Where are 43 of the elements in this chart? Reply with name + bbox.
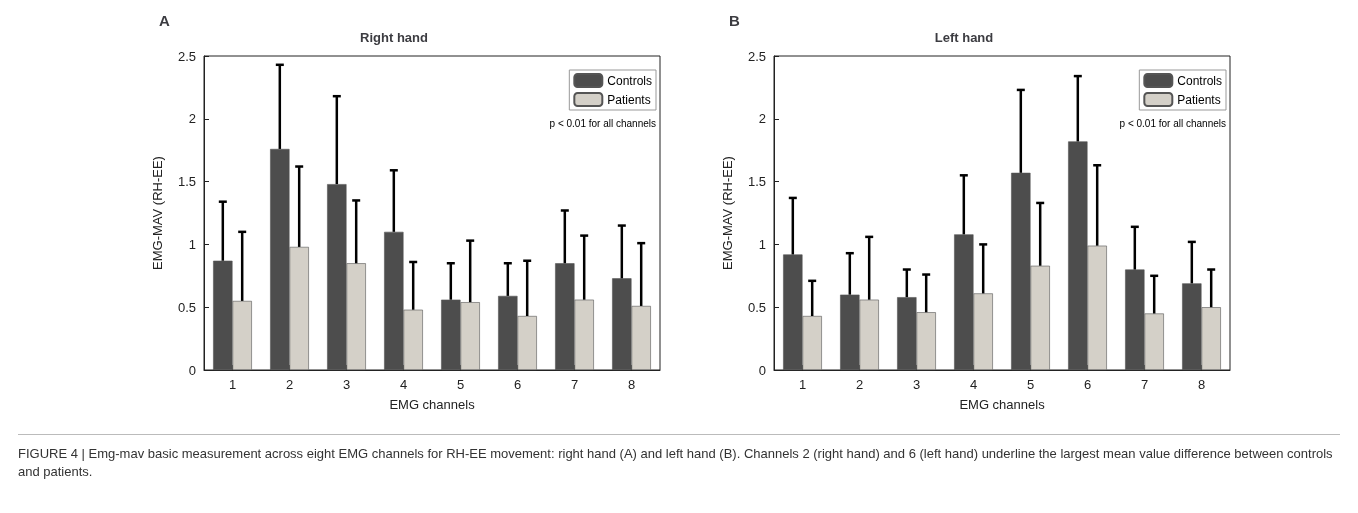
x-tick-label: 5 xyxy=(1026,377,1035,392)
annotation: p < 0.01 for all channels xyxy=(549,117,657,129)
caption: FIGURE 4 | Emg-mav basic measurement across eight EMG channels for RH-EE movement: right hand (A) and left hand (B). Channels 2 (right hand) and 6 (left hand) underline the largest mean value difference between controls and patients. xyxy=(18,445,1334,481)
y-axis-title: EMG-MAV (RH-EE) xyxy=(150,156,165,270)
x-tick-label: 5 xyxy=(456,377,465,392)
legend-label: Controls xyxy=(1177,73,1222,88)
annotation: p < 0.01 for all channels xyxy=(1119,117,1227,129)
y-tick-label: 0.5 xyxy=(177,299,196,315)
y-tick-label: 0 xyxy=(188,362,196,378)
x-tick-label: 8 xyxy=(627,377,636,392)
x-axis-title: EMG channels xyxy=(389,397,476,412)
chart-title: Left hand xyxy=(934,30,994,45)
y-axis-title: EMG-MAV (RH-EE) xyxy=(720,156,735,270)
x-tick-label: 4 xyxy=(969,377,978,392)
x-tick-label: 1 xyxy=(228,377,237,392)
y-tick-label: 2 xyxy=(188,111,196,127)
legend-label: Patients xyxy=(1177,92,1221,107)
y-tick-label: 1.5 xyxy=(747,174,766,190)
x-tick-label: 3 xyxy=(912,377,921,392)
x-tick-label: 6 xyxy=(1083,377,1092,392)
legend-label: Controls xyxy=(607,73,652,88)
y-tick-label: 0 xyxy=(758,362,766,378)
chart-subtitle: B xyxy=(729,12,740,29)
y-tick-label: 1 xyxy=(758,236,766,252)
legend-label: Patients xyxy=(607,92,651,107)
y-tick-label: 2.5 xyxy=(747,48,766,64)
y-tick-label: 2.5 xyxy=(177,48,196,64)
y-tick-label: 1.5 xyxy=(177,174,196,190)
x-tick-label: 2 xyxy=(855,377,864,392)
chart-title: Right hand xyxy=(360,30,428,45)
x-tick-label: 6 xyxy=(513,377,522,392)
x-tick-label: 8 xyxy=(1197,377,1206,392)
x-tick-label: 7 xyxy=(570,377,579,392)
chart-subtitle: A xyxy=(159,12,170,29)
y-tick-label: 2 xyxy=(758,111,766,127)
y-tick-label: 1 xyxy=(188,236,196,252)
x-tick-label: 3 xyxy=(342,377,351,392)
x-tick-label: 4 xyxy=(399,377,408,392)
x-tick-label: 1 xyxy=(798,377,807,392)
x-tick-label: 2 xyxy=(285,377,294,392)
x-tick-label: 7 xyxy=(1140,377,1149,392)
x-axis-title: EMG channels xyxy=(959,397,1046,412)
y-tick-label: 0.5 xyxy=(747,299,766,315)
